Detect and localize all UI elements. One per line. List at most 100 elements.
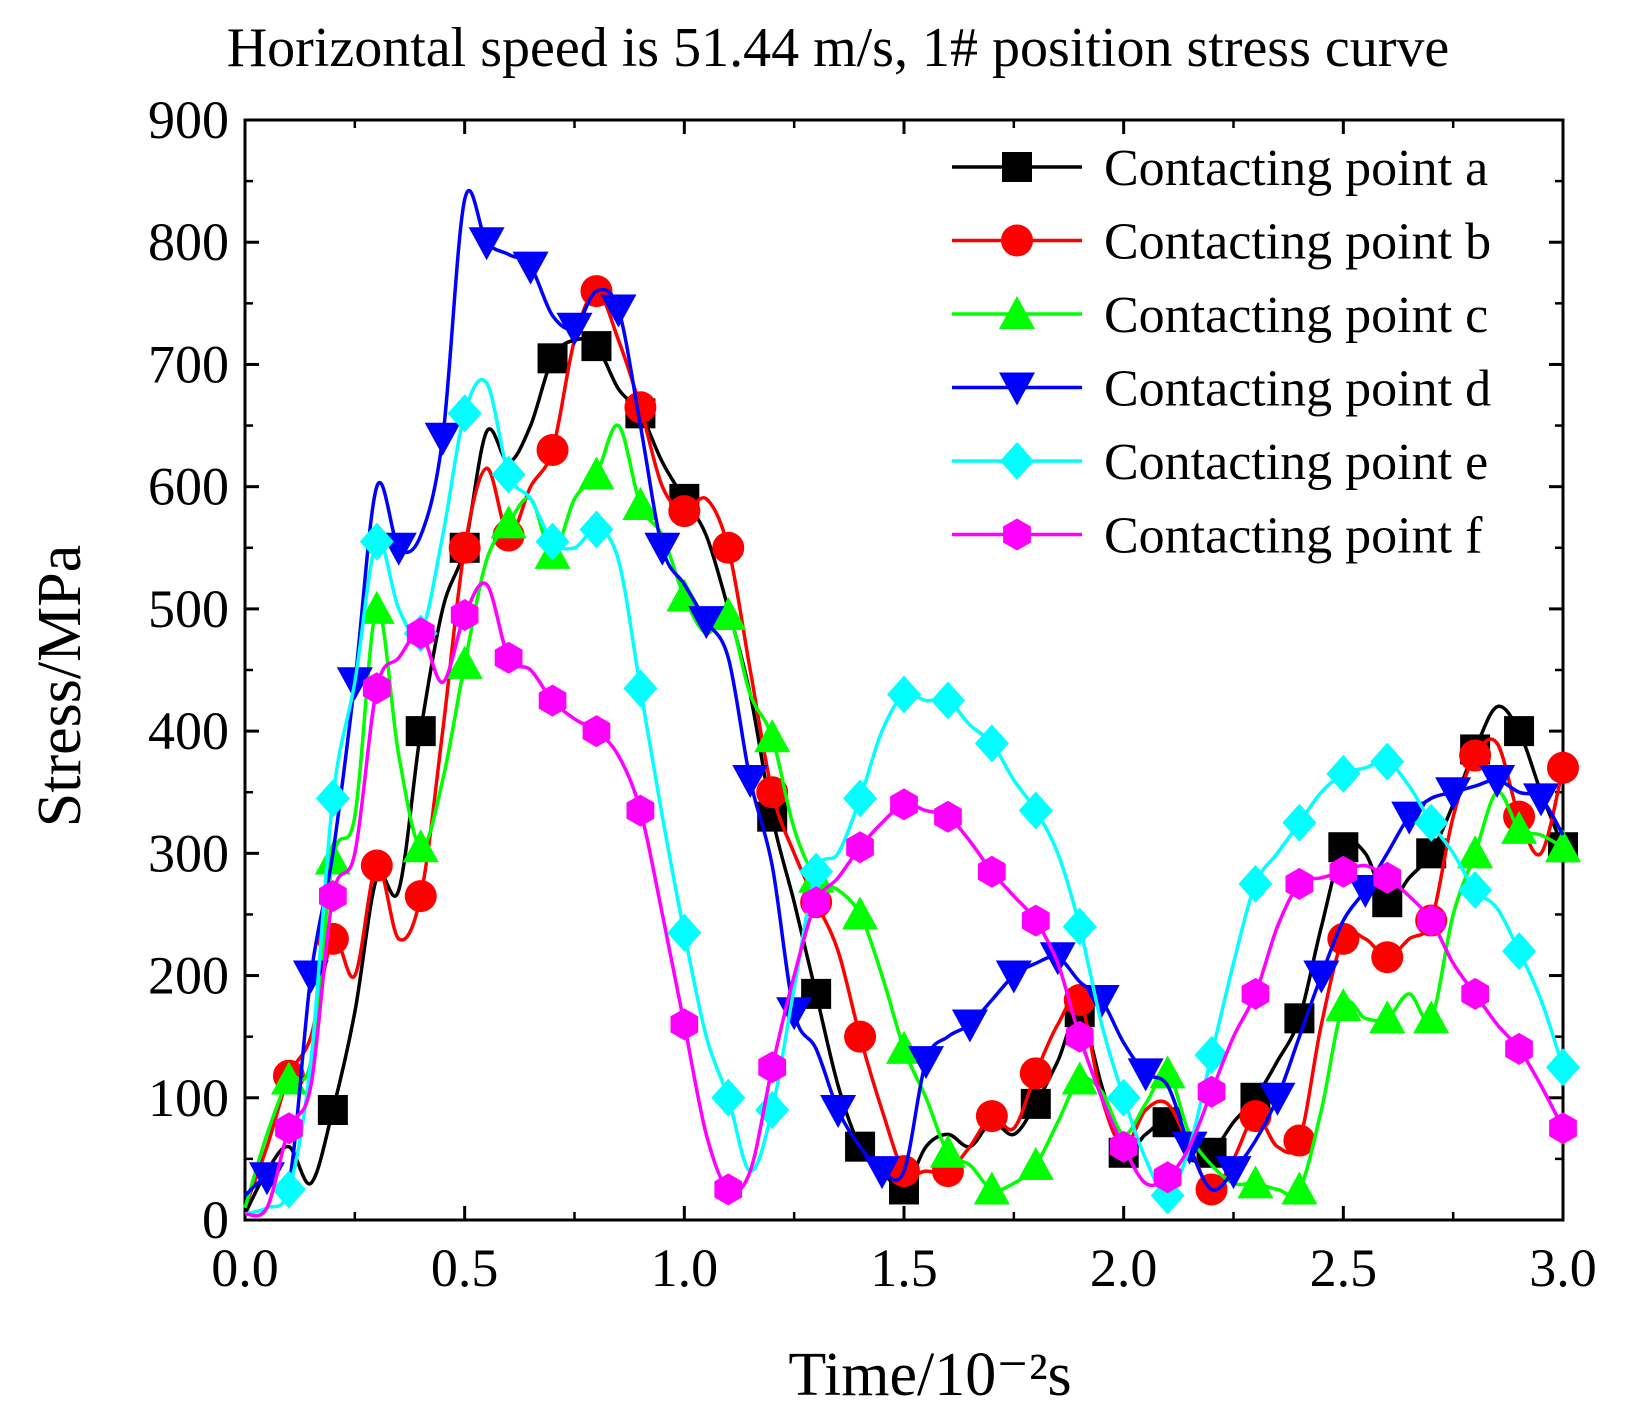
legend-swatch-marker (1001, 224, 1033, 257)
data-point-marker (844, 1020, 877, 1053)
data-point-marker (405, 716, 436, 747)
x-tick-label: 0.0 (211, 1238, 279, 1298)
data-point-marker (974, 724, 1009, 763)
data-point-marker (758, 1051, 787, 1084)
data-point-marker (842, 896, 879, 930)
data-point-marker (275, 1112, 303, 1145)
data-point-marker (1459, 739, 1492, 772)
data-point-marker (1282, 803, 1317, 842)
data-point-marker (536, 434, 569, 466)
data-point-marker (1285, 867, 1314, 900)
data-point-marker (1237, 1165, 1274, 1199)
legend-label: Contacting point a (1104, 140, 1488, 197)
data-point-marker (581, 331, 612, 362)
data-point-marker (864, 1156, 901, 1190)
axes: 0 100 200 300 400 500 600 700 800 900 0.0 0.5 1.0 1.5… (148, 90, 1597, 1298)
data-point-marker (668, 495, 701, 528)
data-point-marker (362, 672, 391, 705)
legend-label: Contacting point c (1104, 287, 1488, 344)
data-point-marker (1061, 1061, 1098, 1095)
data-point-marker (846, 831, 874, 864)
series-f (244, 581, 1577, 1218)
y-tick-label: 800 (148, 212, 229, 272)
y-tick-label: 600 (148, 457, 229, 517)
data-point-marker (930, 681, 965, 720)
data-point-marker (756, 776, 789, 809)
y-tick-label: 400 (148, 701, 229, 761)
data-point-marker (1065, 1020, 1094, 1053)
data-point-marker (424, 422, 461, 456)
data-point-marker (579, 510, 614, 549)
legend-label: Contacting point e (1104, 434, 1488, 491)
data-point-marker (1326, 754, 1361, 793)
data-point-marker (494, 641, 523, 674)
data-point-marker (644, 532, 681, 566)
data-point-marker (1149, 1055, 1186, 1089)
data-point-marker (468, 227, 505, 261)
data-point-marker (1194, 1036, 1229, 1074)
data-point-marker (1549, 1112, 1577, 1145)
legend-swatch-marker (999, 296, 1035, 329)
data-point-marker (667, 913, 702, 952)
data-point-marker (1417, 904, 1446, 937)
data-point-marker (1019, 1057, 1052, 1090)
data-point-marker (890, 788, 918, 821)
data-point-marker (404, 880, 437, 913)
data-point-marker (600, 294, 637, 328)
data-point-marker (951, 1009, 988, 1043)
data-point-marker (1504, 716, 1535, 747)
data-point-marker (1370, 742, 1405, 781)
legend-swatch-marker (1002, 152, 1032, 182)
data-point-marker (624, 391, 657, 424)
data-point-marker (1109, 1130, 1138, 1163)
data-point-marker (929, 1134, 966, 1168)
data-point-marker (1416, 838, 1447, 869)
data-point-marker (1329, 855, 1358, 888)
data-point-marker (1283, 1124, 1316, 1157)
data-point-marker (1414, 803, 1449, 842)
data-point-marker (271, 1170, 306, 1209)
data-point-marker (447, 394, 482, 433)
data-point-marker (319, 880, 347, 913)
data-point-marker (802, 886, 830, 919)
data-point-marker (406, 617, 435, 650)
data-point-marker (1062, 907, 1097, 946)
data-point-marker (1369, 1000, 1406, 1034)
data-point-marker (1303, 960, 1340, 994)
data-point-marker (578, 456, 615, 490)
data-point-marker (1479, 765, 1516, 798)
legend-label: Contacting point d (1104, 361, 1491, 418)
data-point-marker (490, 505, 527, 539)
data-point-marker (973, 1171, 1010, 1205)
data-point-marker (1018, 791, 1053, 830)
x-tick-label: 2.0 (1090, 1238, 1158, 1298)
data-point-marker (1458, 871, 1493, 909)
data-point-marker (1327, 922, 1360, 955)
chart-title: Horizontal speed is 51.44 m/s, 1# positi… (227, 17, 1450, 79)
data-point-marker (1501, 810, 1538, 844)
data-point-marker (799, 852, 834, 891)
y-tick-label: 0 (202, 1190, 229, 1250)
series-c (243, 423, 1581, 1209)
x-axis-label: Time/10⁻²s (788, 1341, 1071, 1409)
data-point-marker (1017, 1147, 1054, 1180)
data-point-marker (270, 1061, 307, 1095)
data-point-marker (1547, 751, 1579, 784)
data-point-marker (1435, 777, 1472, 811)
data-point-marker (1325, 988, 1362, 1022)
data-point-marker (360, 849, 393, 882)
data-point-marker (537, 343, 568, 374)
y-tick-label: 500 (148, 579, 229, 639)
data-point-marker (1215, 1156, 1252, 1190)
data-point-marker (666, 578, 703, 612)
data-point-marker (1413, 1000, 1450, 1034)
legend-swatch-marker (999, 372, 1035, 406)
data-point-marker (1461, 977, 1489, 1010)
data-point-marker (1083, 985, 1120, 1018)
data-point-marker (1502, 932, 1537, 971)
data-point-marker (712, 531, 745, 564)
legend-swatch-marker (1003, 518, 1031, 551)
data-point-marker (582, 715, 611, 748)
data-point-marker (1457, 835, 1494, 869)
